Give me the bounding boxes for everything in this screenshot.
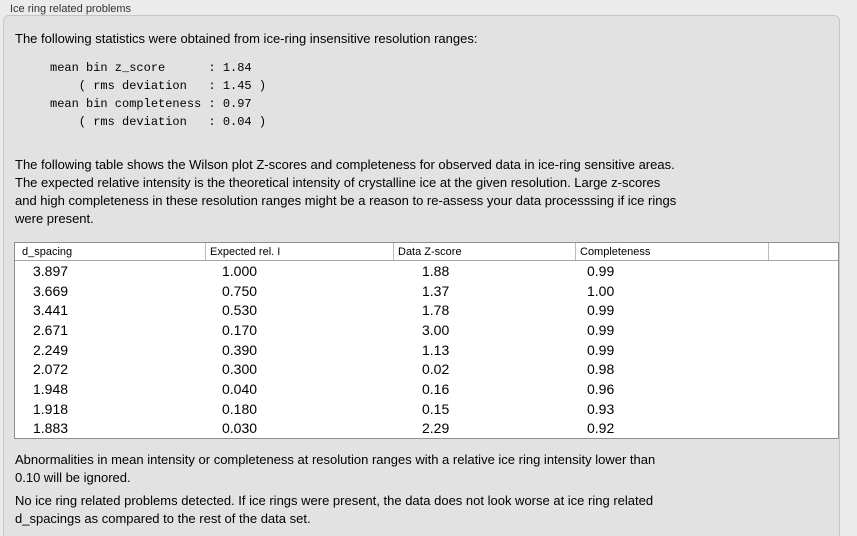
table-row[interactable]: 1.948 0.040 0.16 0.96 (15, 379, 838, 399)
table-row[interactable]: 1.883 0.030 2.29 0.92 (15, 419, 838, 439)
table-cell (768, 359, 838, 379)
table-cell: 0.300 (222, 361, 258, 378)
table-cell (768, 419, 838, 439)
table-cell: 0.750 (222, 282, 258, 299)
table-description-text: The following table shows the Wilson plo… (15, 157, 677, 226)
table-cell: 1.883 (33, 420, 69, 437)
table-cell (768, 300, 838, 320)
ignore-note-text: Abnormalities in mean intensity or compl… (15, 452, 656, 486)
table-cell: 0.99 (587, 302, 615, 319)
table-cell: 0.93 (587, 400, 615, 417)
table-row[interactable]: 1.918 0.180 0.15 0.93 (15, 399, 838, 419)
table-row[interactable]: 2.072 0.300 0.02 0.98 (15, 359, 838, 379)
table-cell (768, 320, 838, 340)
table-cell: 1.13 (422, 341, 450, 358)
table-row[interactable]: 3.441 0.530 1.78 0.99 (15, 300, 838, 320)
table-body: 3.897 1.000 1.88 0.99 3.669 0.750 1.37 1.00 3.44… (15, 261, 838, 438)
table-cell (768, 281, 838, 301)
table-cell: 1.00 (587, 282, 615, 299)
table-cell: 0.98 (587, 361, 615, 378)
column-header-completeness[interactable]: Completeness (575, 243, 768, 260)
table-cell: 2.671 (33, 321, 69, 338)
table-cell: 0.170 (222, 321, 258, 338)
table-cell: 2.29 (422, 420, 450, 437)
table-cell: 2.249 (33, 341, 69, 358)
table-cell: 0.99 (587, 321, 615, 338)
table-header-row: d_spacing Expected rel. I Data Z-score C… (15, 243, 838, 261)
table-cell: 3.00 (422, 321, 450, 338)
table-cell: 1.78 (422, 302, 450, 319)
table-cell (768, 379, 838, 399)
column-header-expected-rel-i[interactable]: Expected rel. I (205, 243, 393, 260)
table-cell: 0.530 (222, 302, 258, 319)
table-cell: 0.99 (587, 341, 615, 358)
table-row[interactable]: 3.897 1.000 1.88 0.99 (15, 261, 838, 281)
table-cell: 1.918 (33, 400, 69, 417)
table-cell: 0.96 (587, 380, 615, 397)
table-cell (768, 340, 838, 360)
table-cell: 1.000 (222, 262, 258, 279)
table-cell: 3.669 (33, 282, 69, 299)
table-row[interactable]: 2.671 0.170 3.00 0.99 (15, 320, 838, 340)
table-cell: 0.180 (222, 400, 258, 417)
table-cell: 0.030 (222, 420, 258, 437)
stats-summary-block: mean bin z_score : 1.84 ( rms deviation … (50, 61, 267, 129)
conclusion-text: No ice ring related problems detected. I… (15, 493, 654, 527)
table-cell: 0.15 (422, 400, 450, 417)
table-cell: 0.02 (422, 361, 450, 378)
intro-text: The following statistics were obtained f… (15, 31, 478, 46)
table-row[interactable]: 2.249 0.390 1.13 0.99 (15, 340, 838, 360)
table-cell: 1.948 (33, 380, 69, 397)
table-cell: 3.897 (33, 262, 69, 279)
table-cell: 0.390 (222, 341, 258, 358)
table-cell (768, 399, 838, 419)
column-header-d-spacing[interactable]: d_spacing (22, 245, 73, 258)
column-header-data-z-score[interactable]: Data Z-score (393, 243, 575, 260)
table-cell: 3.441 (33, 302, 69, 319)
column-header-empty[interactable] (768, 243, 838, 260)
ice-ring-groupbox: The following statistics were obtained f… (3, 15, 840, 536)
table-cell: 0.92 (587, 420, 615, 437)
table-cell (768, 261, 838, 281)
table-cell: 1.37 (422, 282, 450, 299)
table-cell: 2.072 (33, 361, 69, 378)
panel-title: Ice ring related problems (10, 3, 132, 15)
ice-ring-table[interactable]: d_spacing Expected rel. I Data Z-score C… (14, 242, 839, 440)
table-cell: 1.88 (422, 262, 450, 279)
table-cell: 0.99 (587, 262, 615, 279)
table-cell: 0.040 (222, 380, 258, 397)
table-cell: 0.16 (422, 380, 450, 397)
table-row[interactable]: 3.669 0.750 1.37 1.00 (15, 281, 838, 301)
